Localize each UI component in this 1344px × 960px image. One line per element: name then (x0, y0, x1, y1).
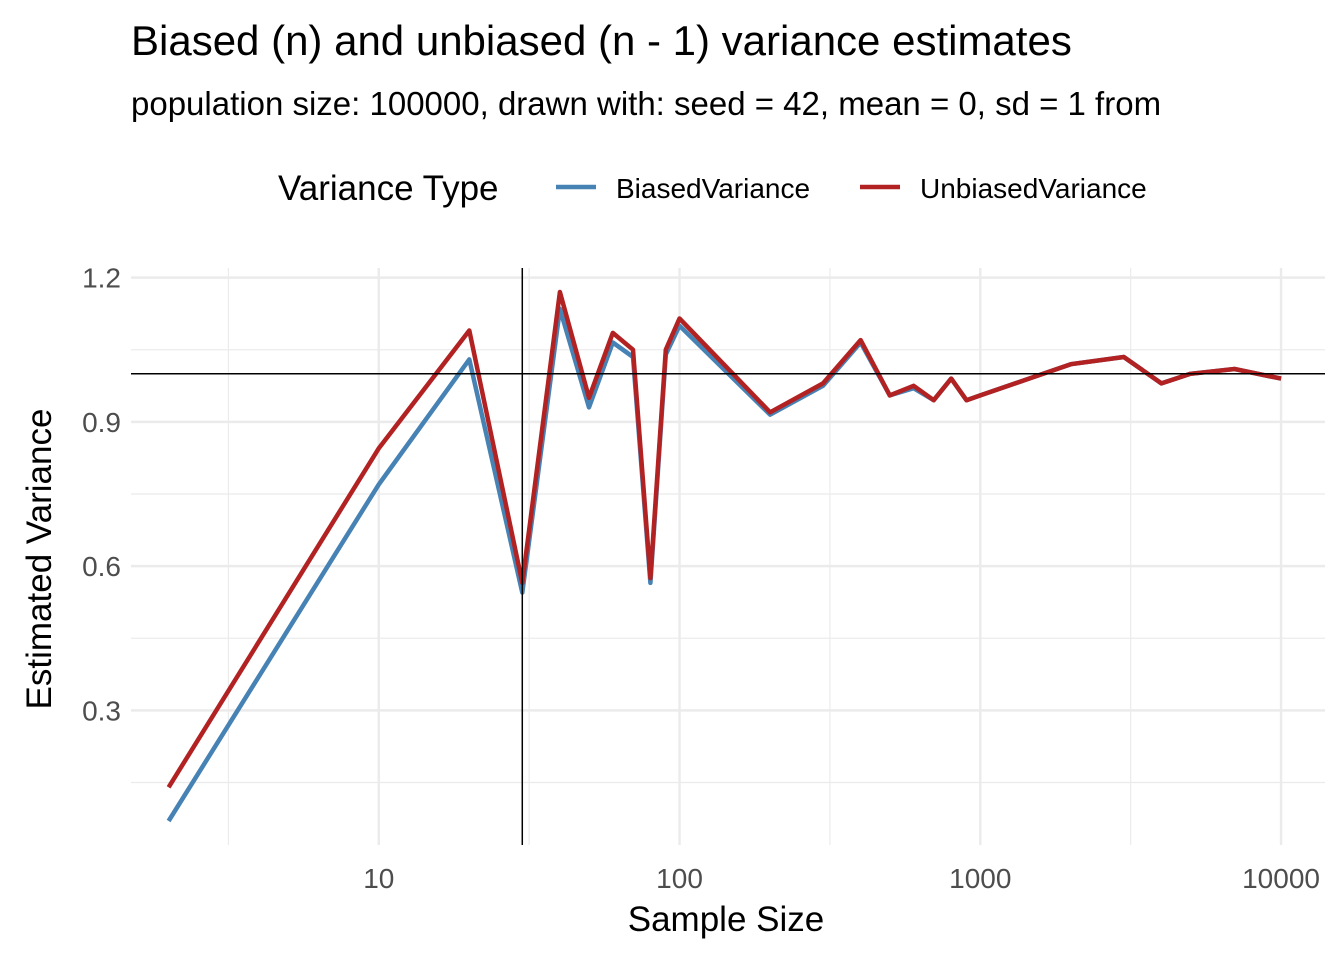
x-axis-title: Sample Size (628, 900, 824, 939)
legend-title: Variance Type (278, 169, 499, 208)
plot-panel: 0.3 0.6 0.9 1.2 10 100 1000 10000 (82, 263, 1325, 894)
y-tick-label: 0.3 (82, 695, 121, 726)
chart-subtitle: population size: 100000, drawn with: see… (131, 85, 1161, 122)
x-tick-label: 1000 (949, 863, 1011, 894)
y-tick-label: 0.6 (82, 551, 121, 582)
x-tick-label: 10 (363, 863, 394, 894)
legend-label-biased: BiasedVariance (616, 173, 810, 204)
series-line-unbiased (166, 289, 1282, 789)
y-tick-label: 0.9 (82, 407, 121, 438)
x-tick-label: 100 (656, 863, 703, 894)
x-tick-label: 10000 (1242, 863, 1320, 894)
legend: Variance Type BiasedVariance UnbiasedVar… (278, 169, 1147, 208)
y-tick-label: 1.2 (82, 263, 121, 294)
y-axis-title: Estimated Variance (20, 409, 59, 710)
chart-title: Biased (n) and unbiased (n - 1) variance… (131, 17, 1072, 64)
legend-label-unbiased: UnbiasedVariance (920, 173, 1147, 204)
